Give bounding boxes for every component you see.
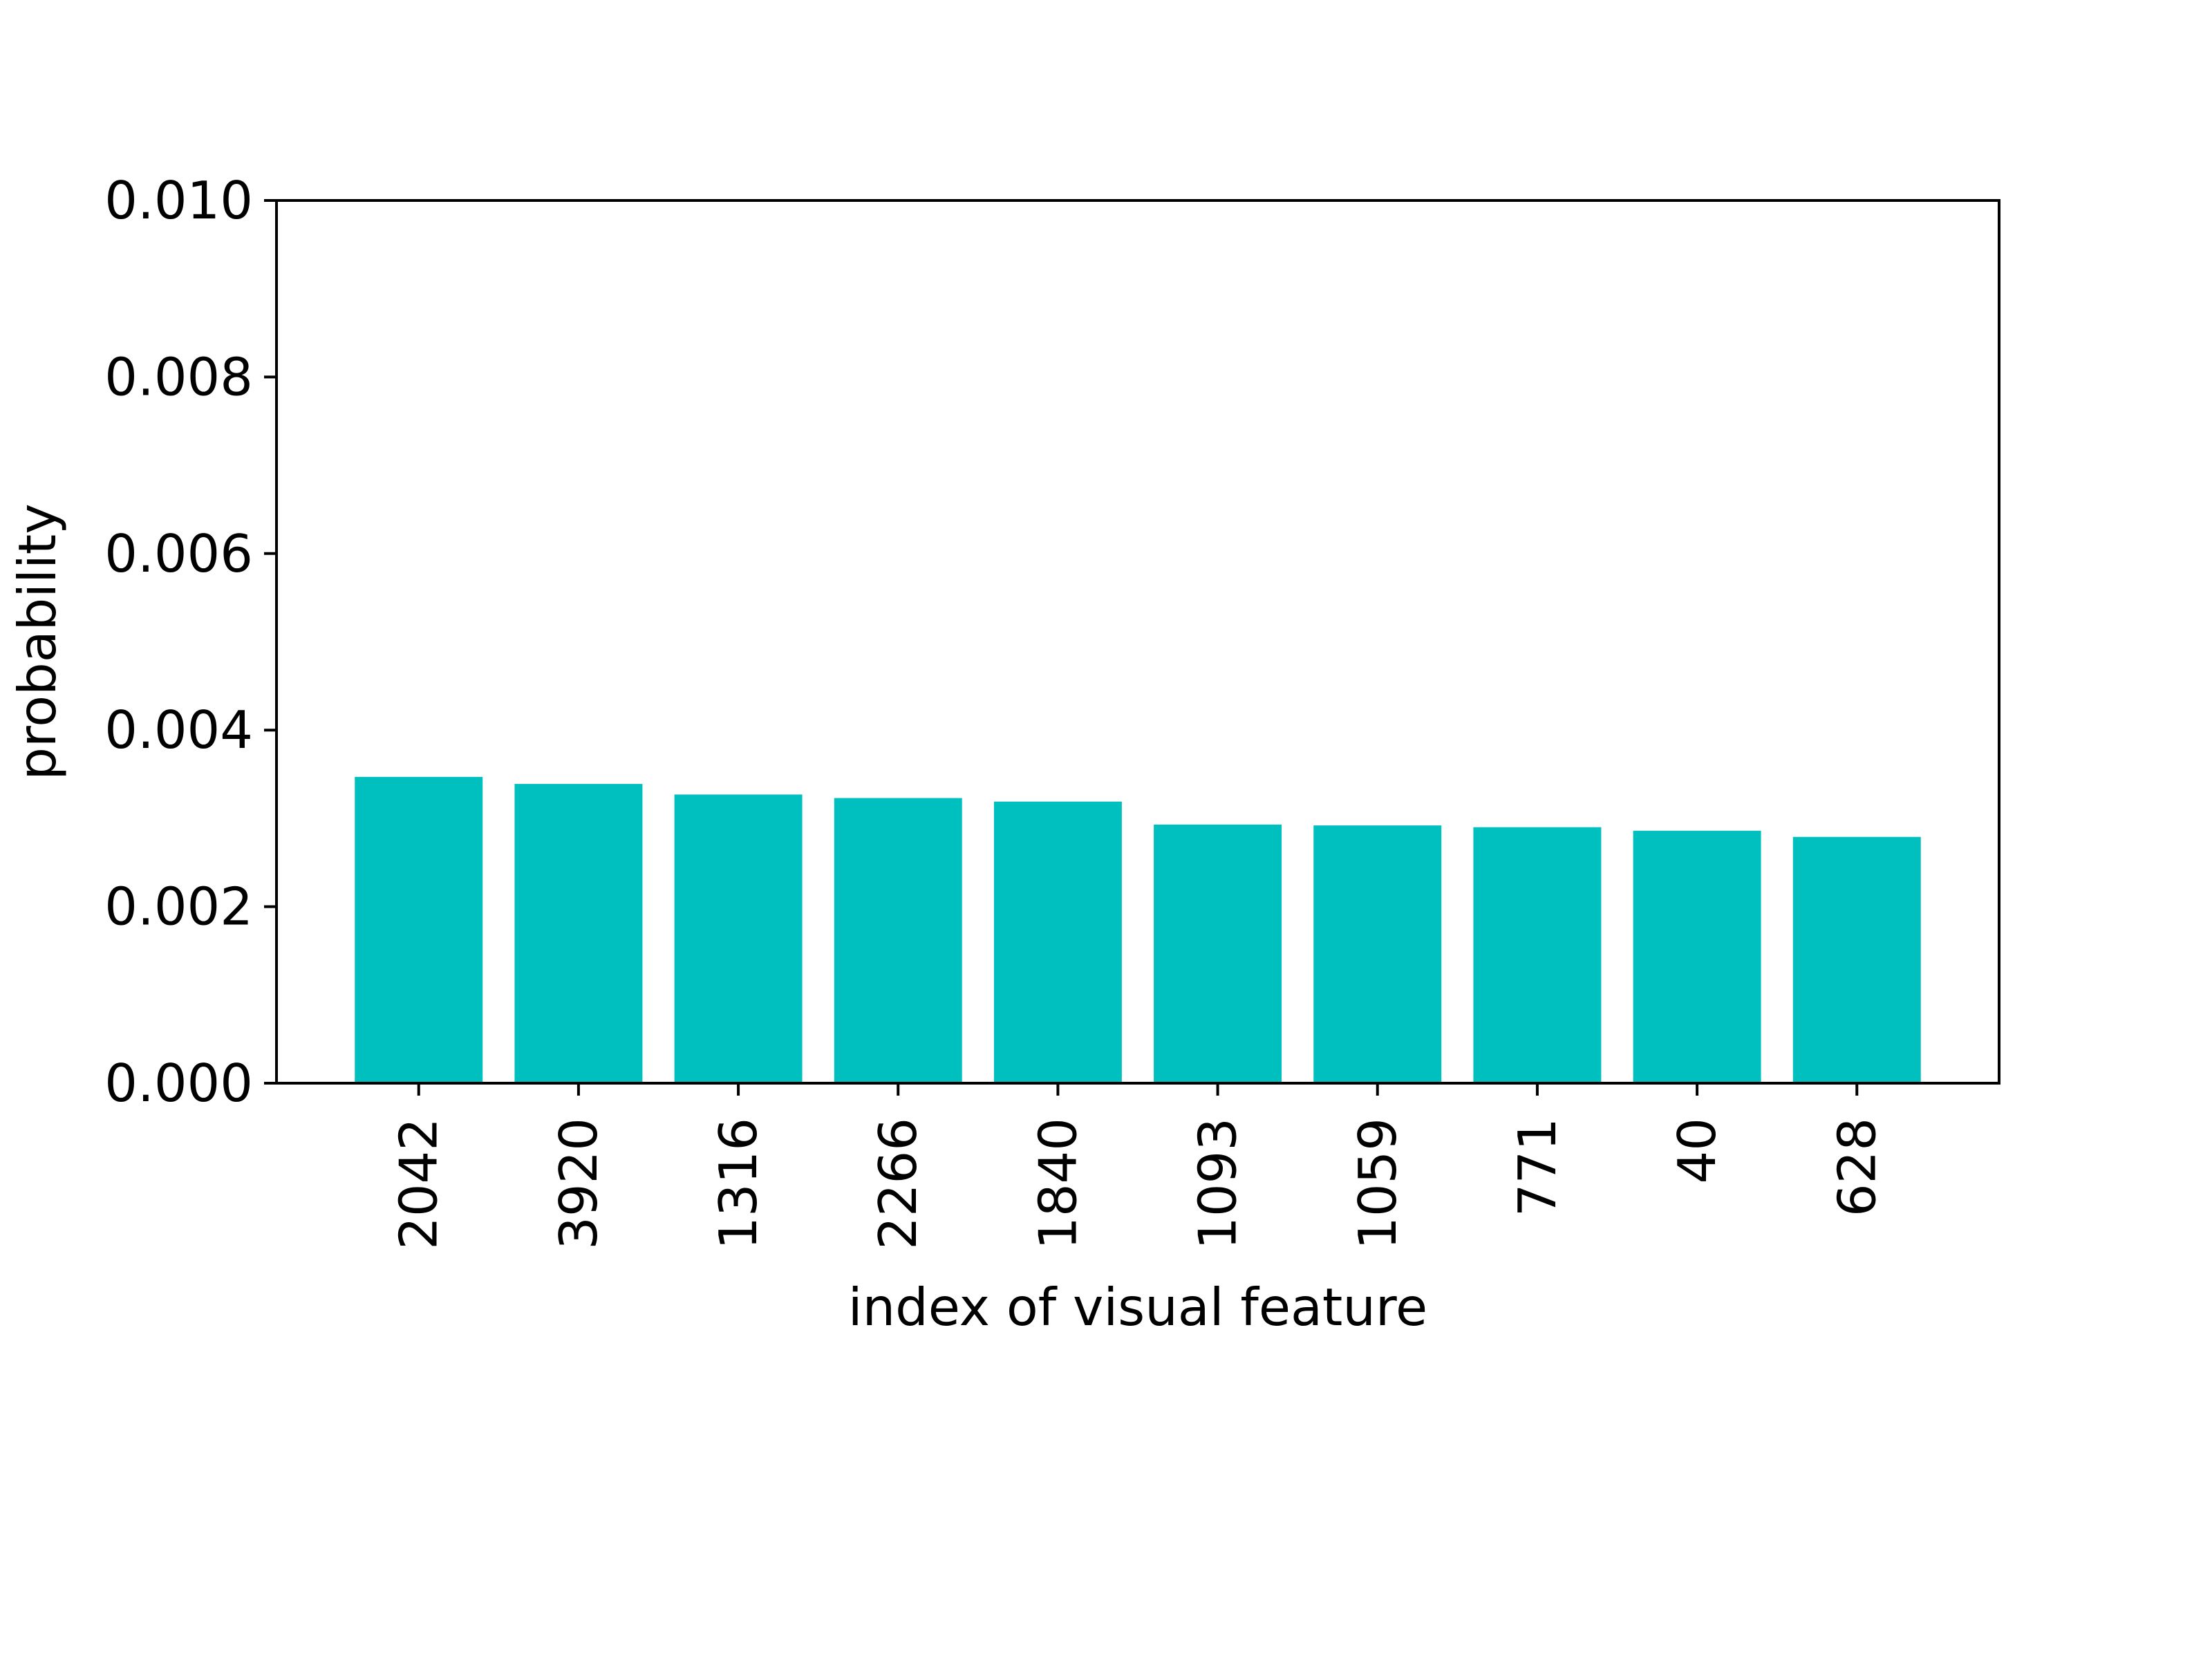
bar bbox=[1154, 824, 1282, 1083]
x-tick-label: 1093 bbox=[1188, 1118, 1248, 1250]
x-tick-label: 771 bbox=[1507, 1118, 1568, 1217]
y-tick-label: 0.000 bbox=[104, 1053, 253, 1114]
bar bbox=[1473, 827, 1602, 1083]
bar bbox=[674, 794, 803, 1083]
y-tick-label: 0.008 bbox=[104, 346, 253, 407]
bar bbox=[355, 776, 483, 1083]
x-tick-label: 2042 bbox=[388, 1118, 449, 1250]
x-tick-label: 1059 bbox=[1347, 1118, 1408, 1250]
x-axis-label: index of visual feature bbox=[848, 1277, 1427, 1338]
x-tick-label: 3920 bbox=[548, 1118, 609, 1250]
bar bbox=[514, 784, 643, 1083]
bar bbox=[1792, 836, 1921, 1083]
y-tick-label: 0.010 bbox=[104, 170, 253, 231]
y-tick-label: 0.004 bbox=[104, 700, 253, 760]
bar bbox=[1633, 830, 1761, 1083]
y-axis-ticks: 0.000 0.002 0.004 0.006 0.008 0.010 bbox=[104, 170, 276, 1114]
x-tick-label: 1840 bbox=[1027, 1118, 1088, 1250]
x-axis-ticks: 2042 3920 1316 2266 1840 1093 1059 771 40 628 bbox=[388, 1083, 1887, 1250]
bar bbox=[993, 801, 1122, 1083]
bar bbox=[834, 798, 962, 1083]
plot-frame bbox=[275, 199, 2000, 1085]
x-tick-label: 2266 bbox=[868, 1118, 928, 1250]
x-tick-label: 40 bbox=[1667, 1118, 1727, 1183]
y-tick-label: 0.006 bbox=[104, 523, 253, 584]
bar bbox=[1313, 825, 1442, 1083]
y-axis-label: probability bbox=[7, 503, 68, 780]
y-tick-label: 0.002 bbox=[104, 877, 253, 937]
bars bbox=[355, 776, 1921, 1083]
x-tick-label: 1316 bbox=[708, 1118, 769, 1250]
x-tick-label: 628 bbox=[1826, 1118, 1887, 1217]
